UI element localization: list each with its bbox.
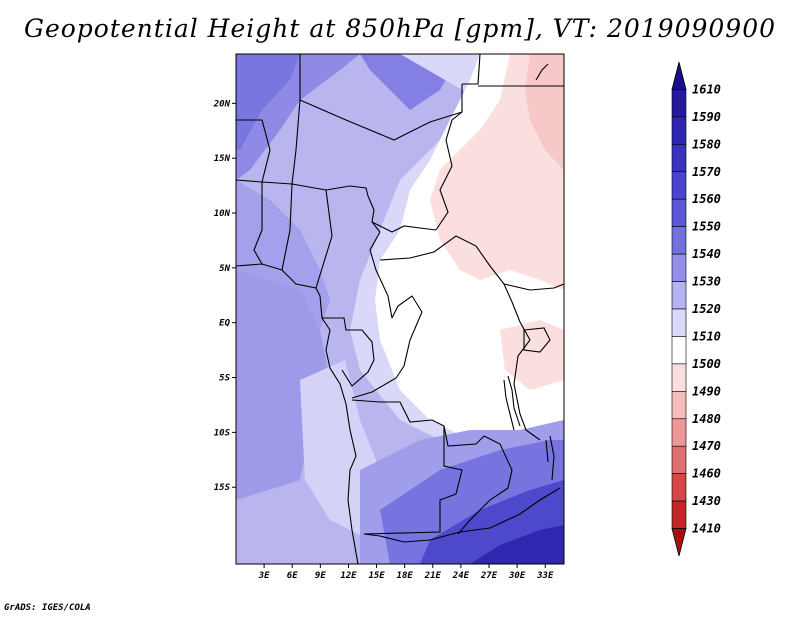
border-car-south [379,235,564,291]
colorbar-top-arrow [671,61,687,90]
lon-tick-label: 30E [508,571,526,581]
lat-tick-label: 5N [219,264,230,274]
chart-title: Geopotential Height at 850hPa [gpm], VT:… [23,14,777,43]
colorbar-swatch [671,418,687,447]
field-south-1590 [470,525,564,564]
colorbar-swatch [671,281,687,310]
country-boundaries [236,54,564,564]
map-frame [235,53,565,565]
colorbar-swatch [671,144,687,173]
height-field [236,54,564,564]
axis-ticks: 3E 6E 9E 12E 15E 18E 21E 24E 27E 30E 33E 20N 15N 10N 5… [213,99,554,581]
colorbar-label: 1470 [692,439,721,453]
colorbar: 1610 1590 1580 1570 1560 1550 1540 1530 1520 1510… [671,61,721,557]
colorbar-label: 1580 [692,137,721,151]
colorbar-swatch [671,171,687,200]
nile-delta-coast [535,63,549,81]
lon-tick-label: 15E [368,571,385,581]
colorbar-swatch [671,473,687,502]
colorbar-label: 1560 [692,192,721,206]
colorbar-swatch [671,391,687,420]
border-congo-drc [351,295,423,399]
lon-tick-label: 9E [315,571,326,581]
lat-tick-label: 10N [214,209,231,219]
border-cameroon [369,231,393,319]
border-libya-chad [462,54,481,85]
lat-tick-label: EQ [219,319,230,329]
colorbar-label: 1550 [692,220,721,234]
lake-victoria [523,327,551,353]
border-drc-angola [351,399,485,447]
colorbar-label: 1500 [692,357,721,371]
coastline-west-africa [236,263,359,564]
colorbar-label: 1590 [692,110,721,124]
lake-malawi [545,435,555,481]
lon-tick-label: 33E [536,571,554,581]
border-gabon [322,317,375,387]
colorbar-swatch [671,308,687,337]
border-zambia-east [457,435,513,535]
colorbar-label: 1480 [692,412,721,426]
colorbar-swatch [671,116,687,145]
colorbar-swatch [671,363,687,392]
lat-tick-label: 15N [214,154,231,164]
border-sahel [236,179,381,233]
lat-tick-label: 10S [214,428,231,438]
colorbar-label: 1430 [692,494,721,508]
colorbar-bottom-arrow [671,528,687,557]
lon-tick-label: 3E [258,571,270,581]
grads-credit: GrADS: IGES/COLA [4,603,91,613]
lon-tick-label: 24E [452,571,470,581]
lon-tick-label: 12E [340,571,357,581]
colorbar-swatch [671,226,687,255]
field-northeast-1490 [525,54,564,170]
colorbar-swatch [671,253,687,282]
border-chad-sudan [435,111,463,231]
colorbar-label: 1540 [692,247,721,261]
border-angola-zambia [363,426,463,535]
lon-tick-label: 18E [397,571,414,581]
colorbar-label: 1490 [692,384,721,398]
lon-tick-label: 27E [480,571,498,581]
lat-tick-label: 5S [219,374,230,384]
colorbar-swatch [671,445,687,474]
colorbar-label: 1570 [692,165,721,179]
border-west-north [236,99,301,185]
lat-tick-label: 20N [213,99,231,109]
colorbar-swatch [671,198,687,227]
lon-tick-label: 6E [287,571,298,581]
colorbar-swatch [671,89,687,118]
field-northwest-1560 [236,54,300,150]
lon-tick-label: 21E [424,571,442,581]
colorbar-label: 1460 [692,467,721,481]
colorbar-label: 1510 [692,329,721,343]
border-chad-car [371,221,437,233]
border-east-lakes [503,283,541,441]
colorbar-label: 1610 [692,82,721,96]
colorbar-label: 1520 [692,302,721,316]
colorbar-label: 1530 [692,275,721,289]
lake-tanganyika [503,375,521,431]
colorbar-swatch [671,336,687,365]
border-west-countries [253,182,333,289]
lat-tick-label: 15S [214,483,231,493]
colorbar-label: 1410 [692,522,721,536]
colorbar-swatch [671,500,687,529]
